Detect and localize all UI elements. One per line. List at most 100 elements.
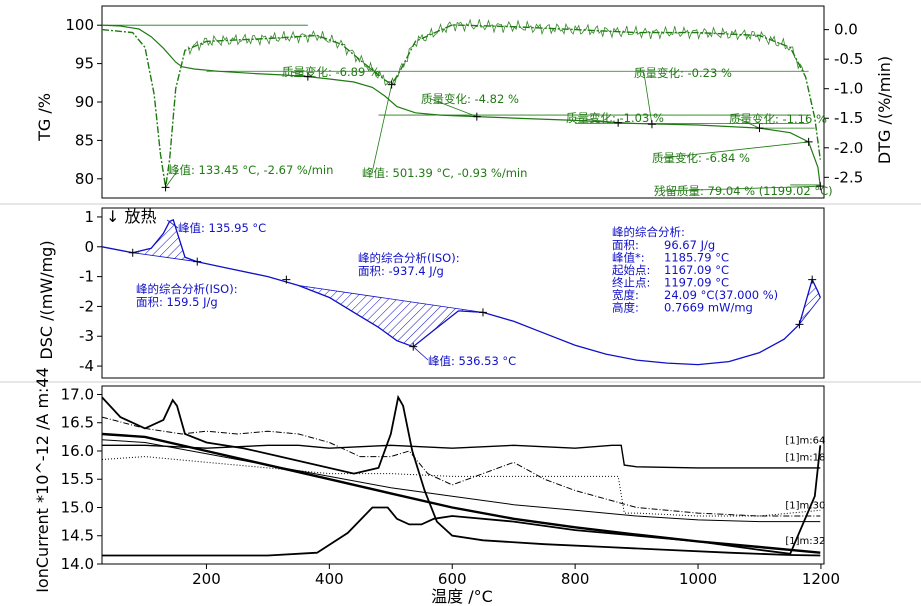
ms-panel-frame: [101, 385, 825, 565]
dsc-annotation: 峰的综合分析(ISO):: [358, 251, 460, 265]
x-tick-label: 400: [315, 570, 344, 588]
tg-annotation-leader: [738, 118, 760, 129]
dsc-marker: [193, 257, 202, 266]
tg-annotation-leader: [663, 185, 821, 192]
dtg-y-tick-label: 0.0: [834, 21, 858, 39]
dsc-annotation: 峰的综合分析(ISO):: [136, 282, 238, 296]
peak-analysis-label: 面积:: [612, 238, 639, 252]
peak-analysis-value: 24.09 °C(37.000 %): [664, 288, 778, 302]
dsc-annotation-leader: [166, 219, 179, 229]
tg-annotation: 质量变化: -6.89 %: [282, 65, 380, 79]
x-tick-label: 600: [438, 570, 467, 588]
tg-annotation: 峰值: 501.39 °C, -0.93 %/min: [362, 166, 527, 180]
dsc-annotation-leader: [412, 346, 429, 361]
tg-marker: [303, 72, 312, 81]
tg-marker: [647, 120, 656, 129]
tg-marker: [755, 124, 764, 133]
tg-y-tick-label: 90: [75, 93, 94, 111]
x-tick-label: 800: [561, 570, 590, 588]
x-axis-label: 温度 /°C: [431, 587, 493, 606]
tg-annotation-leader: [165, 169, 179, 188]
ms-y-tick-label: 14.5: [61, 527, 94, 545]
tg-y-tick-label: 95: [75, 55, 94, 73]
tg-annotation: 质量变化: -1.16 %: [729, 112, 827, 126]
tg-annotation: 质量变化: -4.82 %: [421, 92, 519, 106]
dtg-y-tick-label: -1.5: [834, 109, 863, 127]
dsc-axis-label: DSC /(mW/mg): [37, 240, 56, 359]
tg-marker: [804, 137, 813, 146]
dsc-marker: [478, 308, 487, 317]
tg-annotation: 质量变化: -6.84 %: [652, 151, 750, 165]
tg-annotation-leader: [575, 117, 619, 124]
dsc-annotation: 面积: -937.4 J/g: [358, 264, 444, 278]
x-tick-label: 1200: [802, 570, 840, 588]
ms-y-tick-label: 17.0: [61, 385, 94, 403]
peak-analysis-label: 高度:: [612, 301, 639, 315]
dtg-y-tick-label: -0.5: [834, 50, 863, 68]
ms-trace-label: [1]m:18: [785, 452, 825, 463]
peak-analysis-value: 0.7669 mW/mg: [664, 301, 753, 315]
ms-axis-label: IonCurrent *10^-12 /A m:44: [33, 367, 52, 593]
dsc-marker: [795, 320, 804, 329]
dsc-y-tick-label: -4: [79, 357, 94, 375]
tg-annotation: 残留质量: 79.04 % (1199.02 °C): [654, 184, 833, 198]
dtg-axis-label: DTG /(%/min): [875, 56, 894, 164]
tg-y-tick-label: 100: [65, 16, 94, 34]
ms-trace-label: [1]m:30: [785, 500, 825, 511]
ms-series-line-m44: [101, 394, 821, 557]
dsc-marker: [808, 275, 817, 284]
dsc-annotation: 峰值: 536.53 °C: [428, 354, 516, 368]
dtg-series-line: [101, 24, 821, 188]
dsc-y-tick-label: 1: [84, 208, 94, 226]
peak-analysis-title: 峰的综合分析:: [612, 225, 685, 239]
dsc-y-tick-label: -3: [79, 327, 94, 345]
peak-analysis-value: 1197.09 °C: [664, 276, 729, 290]
peak-analysis-label: 终止点:: [612, 276, 650, 290]
dsc-peak-area: [298, 285, 484, 348]
ms-trace-label: [1]m:64: [785, 435, 825, 446]
tg-annotation-leader: [291, 71, 308, 78]
tg-marker: [816, 182, 825, 191]
ms-series-line-m64: [102, 444, 821, 469]
tg-marker: [387, 80, 396, 89]
tg-annotation-leader: [643, 72, 653, 125]
ms-trace-label: [1]m:32: [785, 536, 825, 547]
tg-marker: [614, 118, 623, 127]
tg-axis-label: TG /%: [35, 93, 54, 142]
tg-marker: [161, 183, 170, 192]
dtg-noise-line: [187, 18, 805, 87]
dsc-annotation: 峰值: 135.95 °C: [178, 221, 266, 235]
peak-analysis-value: 1185.79 °C: [664, 251, 729, 265]
dsc-panel-frame: [101, 207, 825, 379]
dtg-y-tick-label: -2.0: [834, 139, 863, 157]
ms-y-tick-label: 14.0: [61, 555, 94, 573]
peak-analysis-value: 1167.09 °C: [664, 263, 729, 277]
ms-y-tick-label: 16.5: [61, 414, 94, 432]
peak-analysis-label: 宽度:: [612, 288, 639, 302]
ms-series-line-dotted: [101, 456, 821, 517]
tg-annotation-leader: [661, 141, 809, 159]
ms-y-tick-label: 15.5: [61, 470, 94, 488]
x-tick-label: 1000: [679, 570, 717, 588]
x-tick-label: 200: [192, 570, 221, 588]
dsc-y-tick-label: 0: [84, 238, 94, 256]
dtg-y-tick-label: -1.0: [834, 80, 863, 98]
ms-series-line-m32: [102, 445, 822, 557]
peak-analysis-value: 96.67 J/g: [664, 238, 715, 252]
dsc-annotation: 面积: 159.5 J/g: [136, 295, 218, 309]
ms-y-tick-label: 15.0: [61, 498, 94, 516]
tg-y-tick-label: 85: [75, 131, 94, 149]
tg-annotation-leader: [430, 98, 477, 117]
tg-marker: [472, 112, 481, 121]
peak-analysis-label: 峰值*:: [612, 251, 645, 265]
ms-series-line-m30: [101, 439, 821, 523]
exo-direction-label: ↓ 放热: [106, 207, 157, 226]
dsc-y-tick-label: -2: [79, 297, 94, 315]
ms-series-line-dashdot: [101, 416, 821, 517]
dtg-y-tick-label: -2.5: [834, 168, 863, 186]
tg-annotation-leader: [371, 84, 393, 174]
tg-annotation: 峰值: 133.45 °C, -2.67 %/min: [168, 163, 333, 177]
dsc-y-tick-label: -1: [79, 268, 94, 286]
dsc-marker: [128, 248, 137, 257]
